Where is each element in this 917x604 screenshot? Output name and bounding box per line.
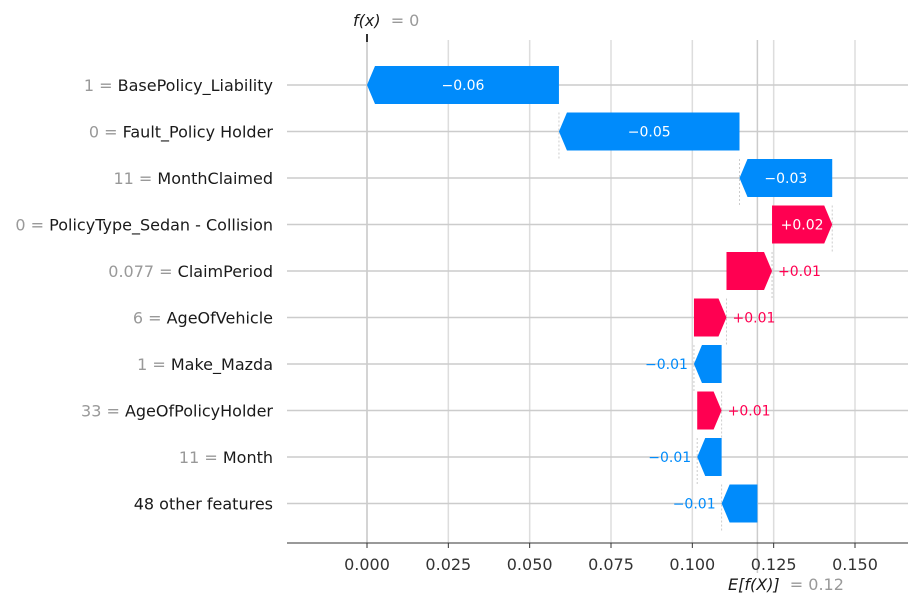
negative-bar xyxy=(721,484,758,523)
bar-value-label: +0.01 xyxy=(732,311,775,327)
negative-bar xyxy=(558,112,740,151)
feature-value: 0.077 = xyxy=(108,262,177,281)
negative-bar xyxy=(367,66,559,104)
bar-value-label: +0.02 xyxy=(781,218,824,234)
feature-value: 1 = xyxy=(137,355,171,374)
feature-name: AgeOfPolicyHolder xyxy=(125,402,273,421)
positive-bar xyxy=(693,298,727,337)
x-tick-label: 0.050 xyxy=(507,555,553,574)
bar-value-label: −0.05 xyxy=(628,125,671,141)
feature-label: 1 = BasePolicy_Liability xyxy=(84,76,273,96)
feature-label: 48 other features xyxy=(134,495,273,514)
feature-label: 11 = MonthClaimed xyxy=(113,169,273,188)
feature-label: 0.077 = ClaimPeriod xyxy=(108,262,273,281)
feature-value: 0 = xyxy=(15,216,49,235)
feature-name: Fault_Policy Holder xyxy=(123,123,274,143)
feature-name: ClaimPeriod xyxy=(178,262,273,281)
feature-value: 6 = xyxy=(133,309,167,328)
ex-label: E[f(X)] xyxy=(728,575,780,594)
labels-layer: 1 = BasePolicy_Liability −0.06 0 = Fault_P… xyxy=(15,76,823,514)
feature-label: 0 = Fault_Policy Holder xyxy=(89,123,274,143)
feature-name: Make_Mazda xyxy=(171,355,273,375)
feature-name: PolicyType_Sedan - Collision xyxy=(49,216,273,236)
x-tick-label: 0.075 xyxy=(588,555,634,574)
positive-bar xyxy=(772,205,833,244)
negative-bar xyxy=(693,345,722,383)
feature-label: 11 = Month xyxy=(179,448,273,467)
x-tick-label: 0.000 xyxy=(344,555,390,574)
feature-label: 33 = AgeOfPolicyHolder xyxy=(81,402,273,421)
feature-value: 33 = xyxy=(81,402,125,421)
negative-bar xyxy=(739,159,833,197)
bar-value-label: −0.01 xyxy=(648,450,691,466)
negative-bar xyxy=(697,438,722,476)
bar-value-label: +0.01 xyxy=(728,404,771,420)
feature-name: BasePolicy_Liability xyxy=(118,76,273,96)
x-tick-label: 0.125 xyxy=(751,555,797,574)
x-axis: 0.000 0.025 0.050 0.075 0.100 0.125 0.150 xyxy=(287,542,908,574)
fx-annotation: f(x) = 0 xyxy=(353,11,419,30)
feature-value: 11 = xyxy=(113,169,157,188)
feature-value: 11 = xyxy=(179,448,223,467)
bar-value-label: −0.01 xyxy=(645,357,688,373)
feature-name: MonthClaimed xyxy=(157,169,273,188)
feature-name: 48 other features xyxy=(134,495,273,514)
expected-value-annotation: E[f(X)] = 0.12 xyxy=(728,575,844,594)
feature-name: Month xyxy=(223,448,273,467)
bar-value-label: +0.01 xyxy=(778,264,821,280)
feature-label: 0 = PolicyType_Sedan - Collision xyxy=(15,216,273,236)
positive-bar xyxy=(726,252,773,290)
x-tick-label: 0.150 xyxy=(832,555,878,574)
feature-name: AgeOfVehicle xyxy=(167,309,273,328)
positive-bar xyxy=(697,391,722,430)
bar-value-label: −0.03 xyxy=(764,171,807,187)
feature-value: 0 = xyxy=(89,123,123,142)
x-tick-label: 0.100 xyxy=(669,555,715,574)
bar-value-label: −0.06 xyxy=(442,78,485,94)
fx-label: f(x) xyxy=(353,11,381,30)
x-tick-label: 0.025 xyxy=(425,555,471,574)
ex-value: = 0.12 xyxy=(790,575,844,594)
feature-label: 6 = AgeOfVehicle xyxy=(133,309,273,328)
feature-label: 1 = Make_Mazda xyxy=(137,355,273,375)
feature-value: 1 = xyxy=(84,76,118,95)
fx-value: = 0 xyxy=(391,11,420,30)
bars-layer xyxy=(367,66,833,523)
bar-value-label: −0.01 xyxy=(673,497,716,513)
